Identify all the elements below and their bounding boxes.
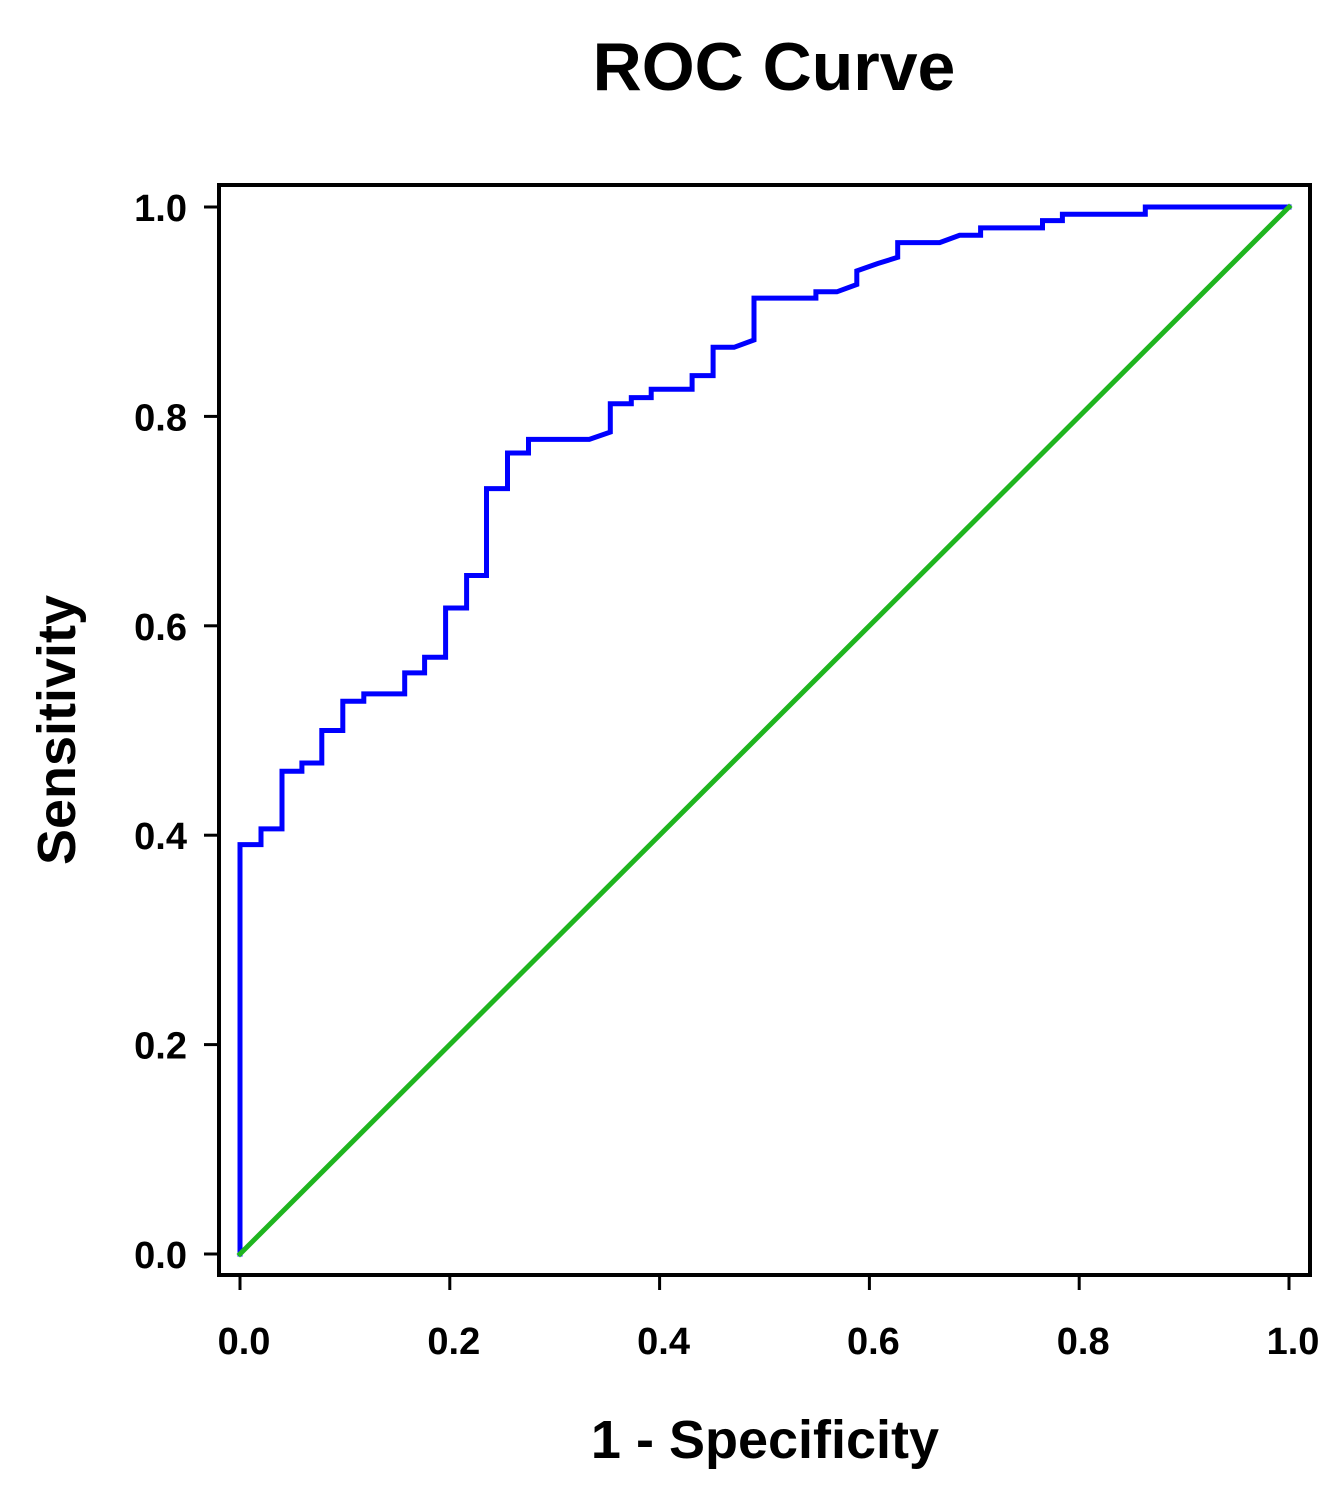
x-tick-label: 0.8 [1057,1321,1110,1363]
x-axis-label: 1 - Specificity [591,1410,939,1470]
x-tick-label: 0.4 [637,1321,690,1363]
y-axis-label: Sensitivity [27,595,87,865]
y-tick-label: 0.2 [134,1026,187,1068]
x-tick-label: 0.6 [847,1321,900,1363]
y-axis: 0.0 0.2 0.4 0.6 0.8 1.0 [134,188,219,1277]
plot-frame [217,183,1312,1277]
y-tick-label: 1.0 [134,188,187,230]
y-tick-label: 0.0 [134,1235,187,1277]
x-axis: 0.0 0.2 0.4 0.6 0.8 1.0 [218,1275,1320,1363]
chart-title: ROC Curve [593,29,956,105]
y-tick-label: 0.4 [134,816,187,858]
x-tick-label: 0.0 [218,1321,271,1363]
y-tick-label: 0.6 [134,607,187,649]
roc-curve-line [237,204,1292,1257]
x-tick-label: 1.0 [1267,1321,1320,1363]
reference-diagonal-line [236,203,1293,1258]
y-tick-label: 0.8 [134,397,187,439]
x-tick-label: 0.2 [427,1321,480,1363]
series-layer [236,203,1293,1258]
